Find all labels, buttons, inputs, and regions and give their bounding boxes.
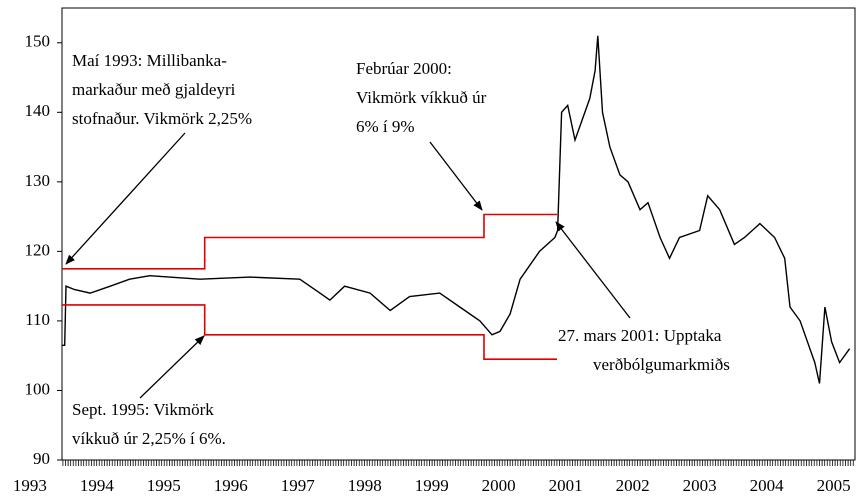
plot-frame bbox=[61, 7, 856, 461]
data-line bbox=[62, 213, 557, 270]
annotation: Maí 1993: Millibanka- bbox=[72, 51, 227, 70]
minor-ticks bbox=[62, 460, 855, 466]
annotation: víkkuð úr 2,25% í 6%. bbox=[72, 429, 226, 448]
x-tick-label: 1996 bbox=[214, 476, 248, 495]
x-tick-label: 2000 bbox=[482, 476, 516, 495]
y-tick-label: 100 bbox=[25, 379, 51, 398]
x-tick-label: 2003 bbox=[683, 476, 717, 495]
annotation: 27. mars 2001: Upptaka bbox=[558, 326, 722, 345]
arrow bbox=[139, 335, 205, 399]
x-tick-label: 1993 bbox=[13, 476, 47, 495]
y-tick-label: 120 bbox=[25, 240, 51, 259]
annotation: Febrúar 2000: bbox=[356, 59, 452, 78]
x-tick-label: 2002 bbox=[616, 476, 650, 495]
arrow bbox=[65, 132, 186, 265]
arrow bbox=[555, 221, 631, 319]
annotation: stofnaður. Vikmörk 2,25% bbox=[72, 109, 252, 128]
arrow bbox=[429, 141, 483, 211]
annotation: Vikmörk víkkuð úr bbox=[356, 88, 487, 107]
y-tick-label: 110 bbox=[25, 310, 50, 329]
annotation: 6% í 9% bbox=[356, 117, 415, 136]
y-tick-label: 140 bbox=[25, 101, 51, 120]
x-tick-label: 1995 bbox=[147, 476, 181, 495]
data-line bbox=[62, 35, 851, 384]
x-tick-label: 1998 bbox=[348, 476, 382, 495]
y-tick-label: 150 bbox=[25, 32, 51, 51]
annotation: markaður með gjaldeyri bbox=[72, 80, 236, 99]
x-tick-label: 2001 bbox=[549, 476, 583, 495]
data-line bbox=[62, 304, 557, 360]
x-tick-label: 1997 bbox=[281, 476, 316, 495]
arrows bbox=[65, 132, 631, 399]
y-tick-label: 130 bbox=[25, 171, 51, 190]
x-tick-label: 1999 bbox=[415, 476, 449, 495]
annotation: Sept. 1995: Vikmörk bbox=[72, 400, 214, 419]
x-tick-label: 1994 bbox=[80, 476, 115, 495]
x-tick-label: 2005 bbox=[817, 476, 851, 495]
y-tick-label: 90 bbox=[33, 449, 50, 468]
annotation: verðbólgumarkmiðs bbox=[593, 355, 730, 374]
x-tick-label: 2004 bbox=[750, 476, 785, 495]
